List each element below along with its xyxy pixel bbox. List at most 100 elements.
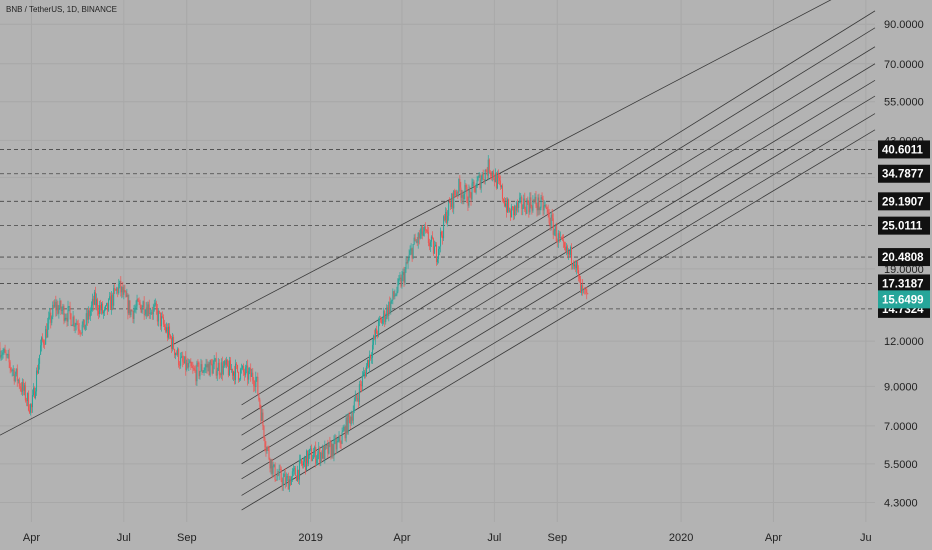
candle-body [298,460,300,480]
candle-body [88,310,90,317]
candle-body [326,444,328,447]
candle-body [122,286,124,295]
candle-body [479,174,481,189]
candle-body [432,238,434,254]
candle-body [228,360,230,376]
candle-body [381,319,383,324]
candle-body [269,459,271,469]
price-axis[interactable]: 90.000070.000055.000043.000034.000019.00… [878,19,930,510]
candle-body [431,236,433,239]
candle-body [529,197,531,213]
candle-body [212,364,214,374]
candle-body [0,355,2,358]
candle-body [357,398,359,402]
candle-body [168,326,170,338]
candle-body [291,471,293,477]
candle-body [428,242,430,247]
candle-body [466,187,468,203]
time-axis-tick-label: Apr [393,532,410,544]
candle-body [175,353,177,356]
candle-body [197,362,199,364]
candle-body [443,216,445,239]
candle-body [198,362,200,377]
candle-body [52,304,54,317]
candle-body [59,300,61,309]
candle-body [263,425,265,439]
candle-body [150,312,152,314]
candle-body [191,366,193,368]
candle-body [457,192,459,194]
candle-body [424,226,426,230]
candle-body [83,319,85,330]
candle-body [347,413,349,434]
candle-body [159,312,161,327]
candle-body [499,180,501,187]
candle-body [501,185,503,199]
candle-body [273,464,275,466]
candle-body [215,358,217,376]
candle-body [417,233,419,243]
candle-body [106,302,108,306]
channel-line [241,113,876,496]
candle-body [225,359,227,365]
candle-body [161,316,163,318]
candle-body [498,177,500,181]
last-price-label-box [878,290,930,309]
candle-body [173,336,175,350]
price-axis-tick-label: 19.0000 [884,264,924,276]
candle-body [76,323,78,325]
candle-body [440,231,442,247]
candle-body [284,473,286,485]
candle-body [123,290,125,295]
time-axis[interactable]: Apr Jul Sep 2019 Apr Jul Sep 2020 Apr Ju [23,532,872,544]
candle-body [239,379,241,381]
candle-body [407,259,409,264]
candle-body [31,395,33,408]
candle-body [353,401,355,412]
candle-body [55,301,57,311]
candle-body [415,240,417,242]
candle-body [170,335,172,338]
candle-body [352,411,354,421]
candle-body [452,193,454,209]
candle-body [460,187,462,198]
candle-body [484,170,486,181]
candle-body [181,356,183,358]
candle-body [214,358,216,361]
candle-body [412,244,414,259]
candle-body [542,198,544,211]
price-level-label: 29.1907 [882,196,924,208]
candle-body [334,439,336,441]
candle-body [547,209,549,213]
candle-body [258,393,260,400]
candle-body [45,328,47,345]
candle-body [213,360,215,365]
candle-body [329,442,331,444]
candle-body [237,364,239,373]
candle-body [205,364,207,368]
candle-body [68,306,70,308]
candle-body [400,277,402,287]
candle-body [377,333,379,335]
candle-body [115,289,117,291]
candle-body [142,301,144,308]
candle-body [421,226,423,236]
candle-body [188,363,190,368]
candle-body [387,307,389,317]
candle-body [183,361,185,364]
candle-body [199,371,201,377]
candle-body [313,453,315,459]
candle-body [557,233,559,243]
candle-body [475,187,477,193]
candle-body [378,319,380,334]
candle-body [6,354,8,356]
candle-body [364,372,366,377]
candle-body [339,435,341,443]
candle-body [311,448,313,461]
candle-body [195,370,197,382]
pitchfork-channel-lines [0,0,876,511]
candle-body [405,262,407,270]
candle-body [491,171,493,176]
candle-body [163,324,165,327]
